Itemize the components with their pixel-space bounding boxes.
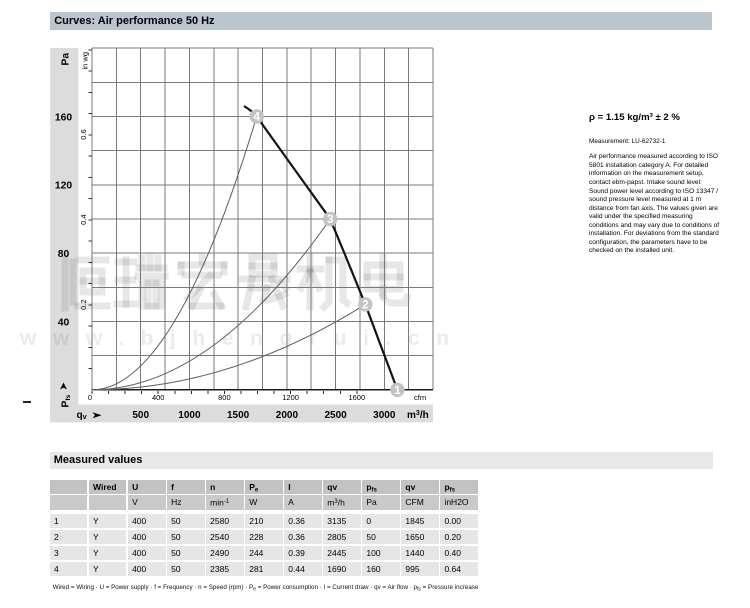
svg-text:160: 160: [55, 112, 72, 123]
svg-text:0: 0: [88, 393, 92, 402]
svg-text:4: 4: [253, 112, 260, 124]
svg-text:800: 800: [218, 393, 231, 402]
svg-text:80: 80: [58, 249, 70, 260]
svg-text:qv: qv: [77, 410, 87, 421]
svg-text:400: 400: [152, 393, 165, 402]
svg-text:1: 1: [394, 385, 401, 397]
svg-text:Pfs: Pfs: [60, 394, 72, 407]
svg-text:1600: 1600: [348, 393, 365, 402]
svg-text:1500: 1500: [227, 410, 250, 421]
svg-text:0.2: 0.2: [79, 299, 88, 309]
svg-text:0.4: 0.4: [79, 214, 88, 224]
svg-text:www.bjhengrui.cn: www.bjhengrui.cn: [19, 327, 466, 350]
svg-text:1200: 1200: [282, 393, 299, 402]
svg-text:cfm: cfm: [414, 393, 426, 402]
svg-text:2000: 2000: [276, 410, 299, 421]
svg-text:3000: 3000: [373, 410, 396, 421]
svg-text:1000: 1000: [178, 410, 201, 421]
svg-text:2: 2: [362, 300, 368, 312]
svg-text:500: 500: [132, 410, 149, 421]
svg-text:40: 40: [58, 317, 70, 328]
svg-text:3: 3: [327, 214, 333, 226]
svg-text:m3/h: m3/h: [407, 410, 429, 421]
svg-text:120: 120: [55, 181, 72, 192]
svg-text:2500: 2500: [324, 410, 347, 421]
svg-text:Pa: Pa: [60, 53, 71, 66]
svg-text:0.6: 0.6: [79, 129, 88, 139]
svg-text:in wg: in wg: [81, 52, 90, 70]
